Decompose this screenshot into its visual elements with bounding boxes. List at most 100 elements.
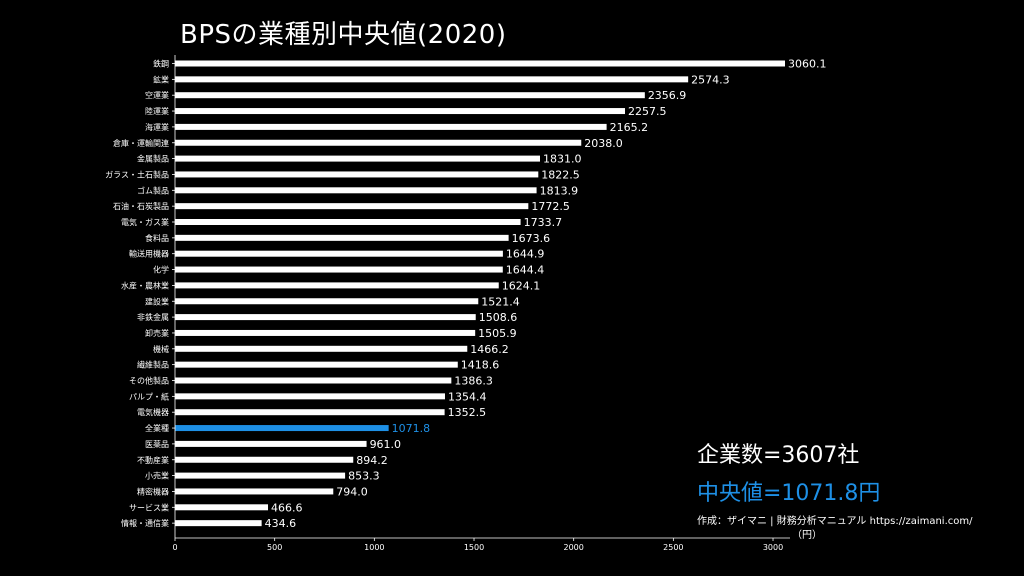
value-label: 3060.1	[788, 58, 827, 71]
x-tick-label: 3000	[763, 543, 783, 552]
value-label: 1644.9	[506, 248, 544, 261]
category-label: 建設業	[145, 296, 169, 306]
bar	[175, 187, 537, 194]
company-count-text: 企業数=3607社	[697, 443, 860, 468]
x-tick-label: 2500	[663, 543, 683, 552]
bar	[175, 76, 689, 83]
bar	[175, 60, 785, 67]
category-label: 石油・石炭製品	[113, 201, 169, 211]
category-label: 医薬品	[145, 439, 169, 449]
source-credit-text: 作成：ザイマニ | 財務分析マニュアル https://zaimani.com/	[697, 516, 973, 527]
value-label: 853.3	[348, 470, 380, 483]
category-label: サービス業	[129, 502, 169, 512]
bar	[175, 92, 645, 99]
x-tick-label: 2000	[564, 543, 584, 552]
value-label: 1386.3	[454, 375, 493, 388]
bar	[175, 282, 499, 289]
bar	[175, 219, 521, 225]
x-tick-label: 0	[172, 543, 177, 552]
bar	[175, 520, 262, 527]
value-label: 1354.4	[448, 390, 487, 403]
unit-label: （円）	[792, 530, 822, 541]
value-label: 1352.5	[448, 406, 487, 419]
bar	[175, 361, 458, 368]
highlight-bar	[175, 425, 389, 432]
bar	[175, 472, 346, 479]
category-label: その他製品	[129, 376, 169, 386]
bar	[175, 456, 354, 463]
category-label: 小売業	[145, 471, 169, 481]
bar	[175, 393, 445, 400]
bar	[175, 266, 503, 273]
category-label: 倉庫・運輸関連	[113, 138, 169, 148]
bar	[175, 440, 367, 447]
bar	[175, 123, 607, 130]
category-label: 電気・ガス業	[121, 217, 169, 227]
value-label: 1822.5	[541, 168, 580, 181]
value-label: 1673.6	[512, 232, 551, 245]
value-label: 2038.0	[584, 137, 623, 150]
bar	[175, 108, 626, 115]
bar	[175, 250, 503, 257]
x-tick-label: 500	[267, 543, 282, 552]
bar	[175, 203, 529, 210]
value-label: 434.6	[265, 517, 297, 530]
bar	[175, 488, 334, 495]
value-label: 2165.2	[610, 121, 649, 134]
value-label: 2574.3	[691, 73, 730, 86]
value-label: 466.6	[271, 501, 303, 514]
category-label: 非鉄金属	[137, 312, 169, 322]
bars-layer: 鉄鋼 3060.1 鉱業 2574.3 空運業 2356.9 陸運業 2257.5 海運業 216…	[105, 58, 826, 531]
value-label: 1071.8	[392, 422, 431, 435]
category-label: 電気機器	[137, 407, 169, 417]
value-label: 1624.1	[502, 279, 541, 292]
category-label: 精密機器	[137, 486, 169, 496]
bar	[175, 155, 540, 162]
bar	[175, 314, 476, 321]
value-label: 961.0	[370, 438, 402, 451]
bar	[175, 234, 509, 241]
bar	[175, 329, 476, 336]
category-label: 鉄鋼	[153, 59, 169, 69]
category-label: 鉱業	[153, 74, 169, 84]
value-label: 1505.9	[478, 327, 516, 340]
value-label: 1813.9	[540, 184, 579, 197]
value-label: 894.2	[356, 454, 388, 467]
category-label: 空運業	[145, 90, 169, 100]
bar	[175, 345, 468, 352]
category-label: 輸送用機器	[129, 249, 169, 259]
value-label: 2356.9	[648, 89, 687, 102]
category-label: 卸売業	[145, 328, 169, 338]
median-text: 中央値=1071.8円	[697, 481, 881, 506]
category-label: 不動産業	[137, 455, 169, 465]
value-label: 1521.4	[481, 295, 520, 308]
bar	[175, 139, 582, 146]
value-label: 1831.0	[543, 153, 582, 166]
bar	[175, 504, 269, 511]
chart-title: BPSの業種別中央値(2020)	[180, 20, 507, 50]
category-label: 金属製品	[137, 154, 169, 164]
category-label: 全業種	[145, 423, 169, 433]
category-label: 化学	[153, 265, 169, 275]
category-label: パルプ・紙	[129, 391, 169, 401]
category-label: ゴム製品	[137, 185, 169, 195]
value-label: 1733.7	[524, 216, 563, 229]
value-label: 1644.4	[506, 264, 545, 277]
bar	[175, 377, 452, 384]
value-label: 794.0	[336, 485, 368, 498]
bar	[175, 409, 445, 416]
category-label: 食料品	[145, 233, 169, 243]
category-label: 繊維製品	[137, 360, 169, 370]
category-label: ガラス・土石製品	[105, 169, 169, 179]
x-tick-label: 1500	[464, 543, 484, 552]
value-label: 1418.6	[461, 359, 500, 372]
category-label: 水産・農林業	[121, 280, 169, 290]
axis-layer: 0 500 1000 1500 2000 2500 3000	[172, 55, 790, 552]
x-tick-label: 1000	[364, 543, 384, 552]
category-label: 陸運業	[145, 106, 169, 116]
bar	[175, 298, 479, 305]
value-label: 2257.5	[628, 105, 667, 118]
category-label: 情報・通信業	[121, 518, 169, 528]
category-label: 機械	[153, 344, 169, 354]
